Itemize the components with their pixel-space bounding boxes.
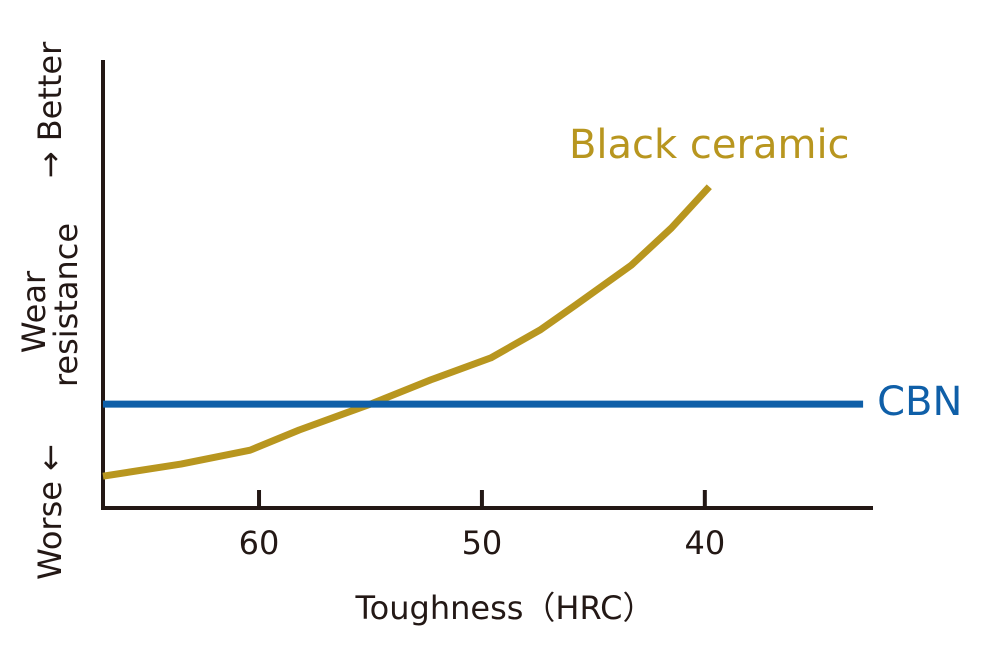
y-axis-label-high: → Better [31, 41, 69, 178]
x-axis-label: Toughness（HRC） [355, 589, 655, 627]
series-label: CBN [877, 379, 962, 425]
x-tick-label: 40 [684, 524, 725, 562]
x-tick-label: 60 [239, 524, 280, 562]
y-axis-label-low: Worse ← [31, 444, 69, 580]
y-axis-label: resistance [47, 223, 85, 387]
series-line [102, 184, 712, 480]
x-tick-label: 50 [462, 524, 503, 562]
y-axis-label: Wear [15, 270, 53, 353]
series-label: Black ceramic [569, 122, 850, 168]
